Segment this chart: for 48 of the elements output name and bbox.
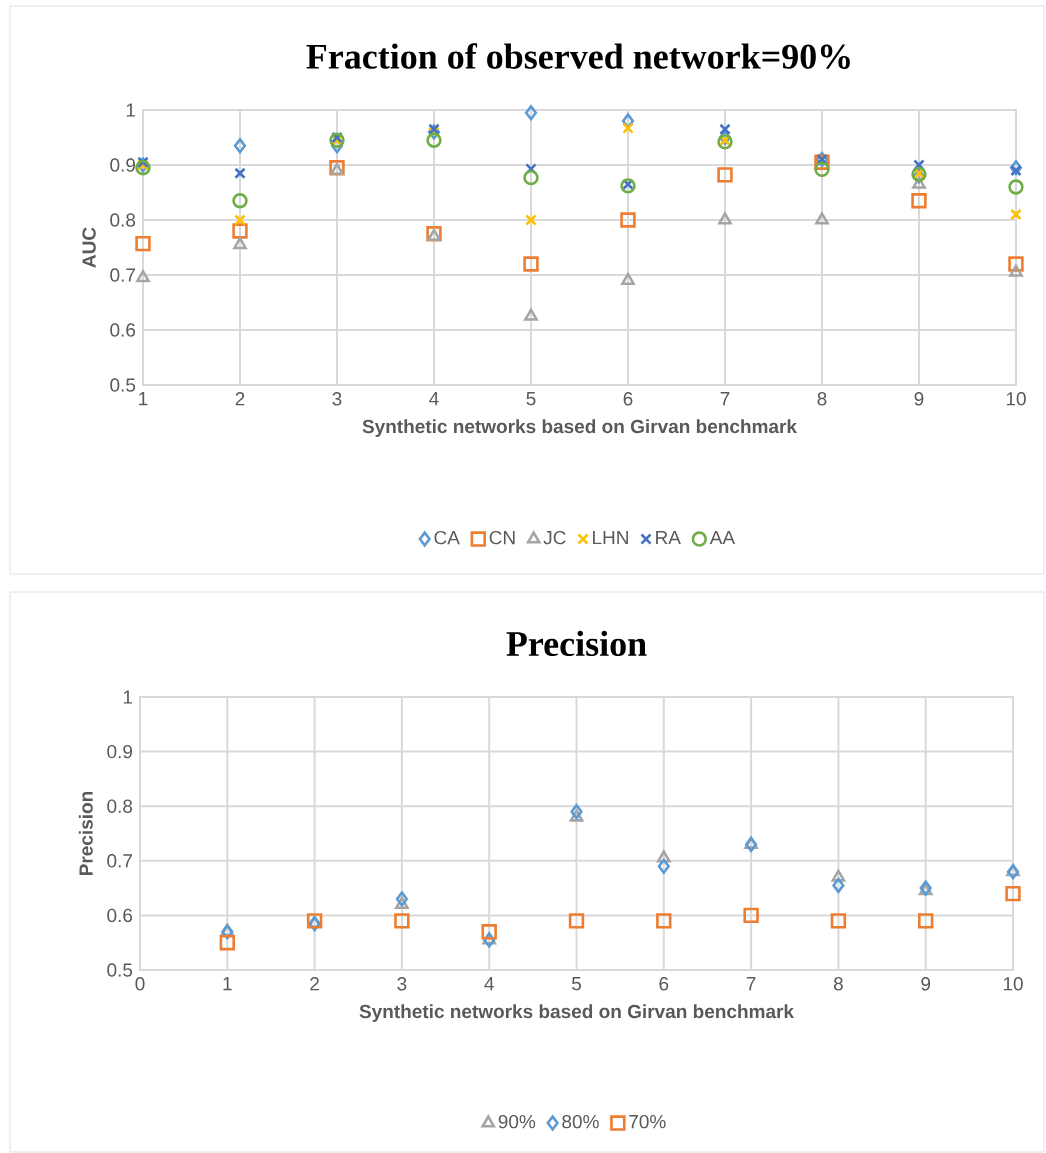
x-tick-label: 1 bbox=[139, 392, 148, 406]
y-tick-label: 0.7 bbox=[110, 268, 135, 282]
y-tick-label: 0.7 bbox=[107, 854, 132, 868]
legend-label: RA bbox=[656, 531, 681, 545]
y-tick-label: 1 bbox=[123, 690, 132, 704]
x-tick-label: 8 bbox=[817, 392, 827, 406]
x-tick-label: 2 bbox=[310, 977, 319, 991]
x-tick-label: 4 bbox=[429, 392, 439, 406]
legend-label: 80% bbox=[562, 1114, 599, 1129]
x-tick-label: 2 bbox=[235, 392, 245, 406]
x-tick-label: 5 bbox=[571, 977, 581, 991]
legend-label: JC bbox=[543, 530, 566, 545]
y-tick-label: 0.6 bbox=[107, 908, 133, 923]
y-tick-label: 0.9 bbox=[107, 744, 133, 759]
x-tick-label: 5 bbox=[526, 392, 536, 406]
x-axis-title: Synthetic networks based on Girvan benchmark bbox=[359, 1004, 795, 1022]
x-tick-label: 3 bbox=[332, 392, 342, 406]
x-tick-label: 9 bbox=[921, 977, 931, 991]
y-tick-label: 0.6 bbox=[110, 323, 136, 337]
chart-title: Fraction of observed network=90% bbox=[306, 43, 850, 69]
y-tick-label: 0.9 bbox=[110, 158, 136, 172]
legend-label: 90% bbox=[498, 1114, 536, 1129]
x-tick-label: 7 bbox=[746, 977, 756, 991]
legend-label: 70% bbox=[629, 1114, 666, 1129]
x-tick-label: 9 bbox=[914, 392, 924, 406]
x-axis-title: Synthetic networks based on Girvan benchmark bbox=[362, 419, 798, 437]
x-tick-label: 6 bbox=[623, 392, 633, 406]
x-tick-label: 10 bbox=[1006, 392, 1026, 406]
x-tick-label: 0 bbox=[135, 977, 145, 991]
x-tick-label: 10 bbox=[1003, 977, 1023, 991]
y-tick-label: 0.5 bbox=[107, 963, 133, 977]
legend-label: CN bbox=[489, 530, 515, 545]
y-tick-label: 0.8 bbox=[110, 213, 136, 227]
y-axis-title: Precision bbox=[78, 791, 93, 875]
x-tick-label: 4 bbox=[484, 977, 494, 991]
x-tick-label: 6 bbox=[659, 977, 669, 991]
chart-title: Precision bbox=[506, 630, 647, 657]
x-tick-label: 3 bbox=[397, 977, 407, 991]
y-axis-title: AUC bbox=[82, 227, 96, 268]
y-tick-label: 0.8 bbox=[107, 799, 133, 813]
x-tick-label: 1 bbox=[223, 977, 232, 991]
y-tick-label: 1 bbox=[126, 103, 135, 117]
legend-label: CA bbox=[434, 530, 460, 545]
legend-label: LHN bbox=[593, 531, 628, 545]
x-tick-label: 7 bbox=[720, 392, 730, 406]
legend-label: AA bbox=[709, 531, 736, 545]
x-tick-label: 8 bbox=[833, 977, 843, 991]
y-tick-label: 0.5 bbox=[110, 378, 136, 392]
